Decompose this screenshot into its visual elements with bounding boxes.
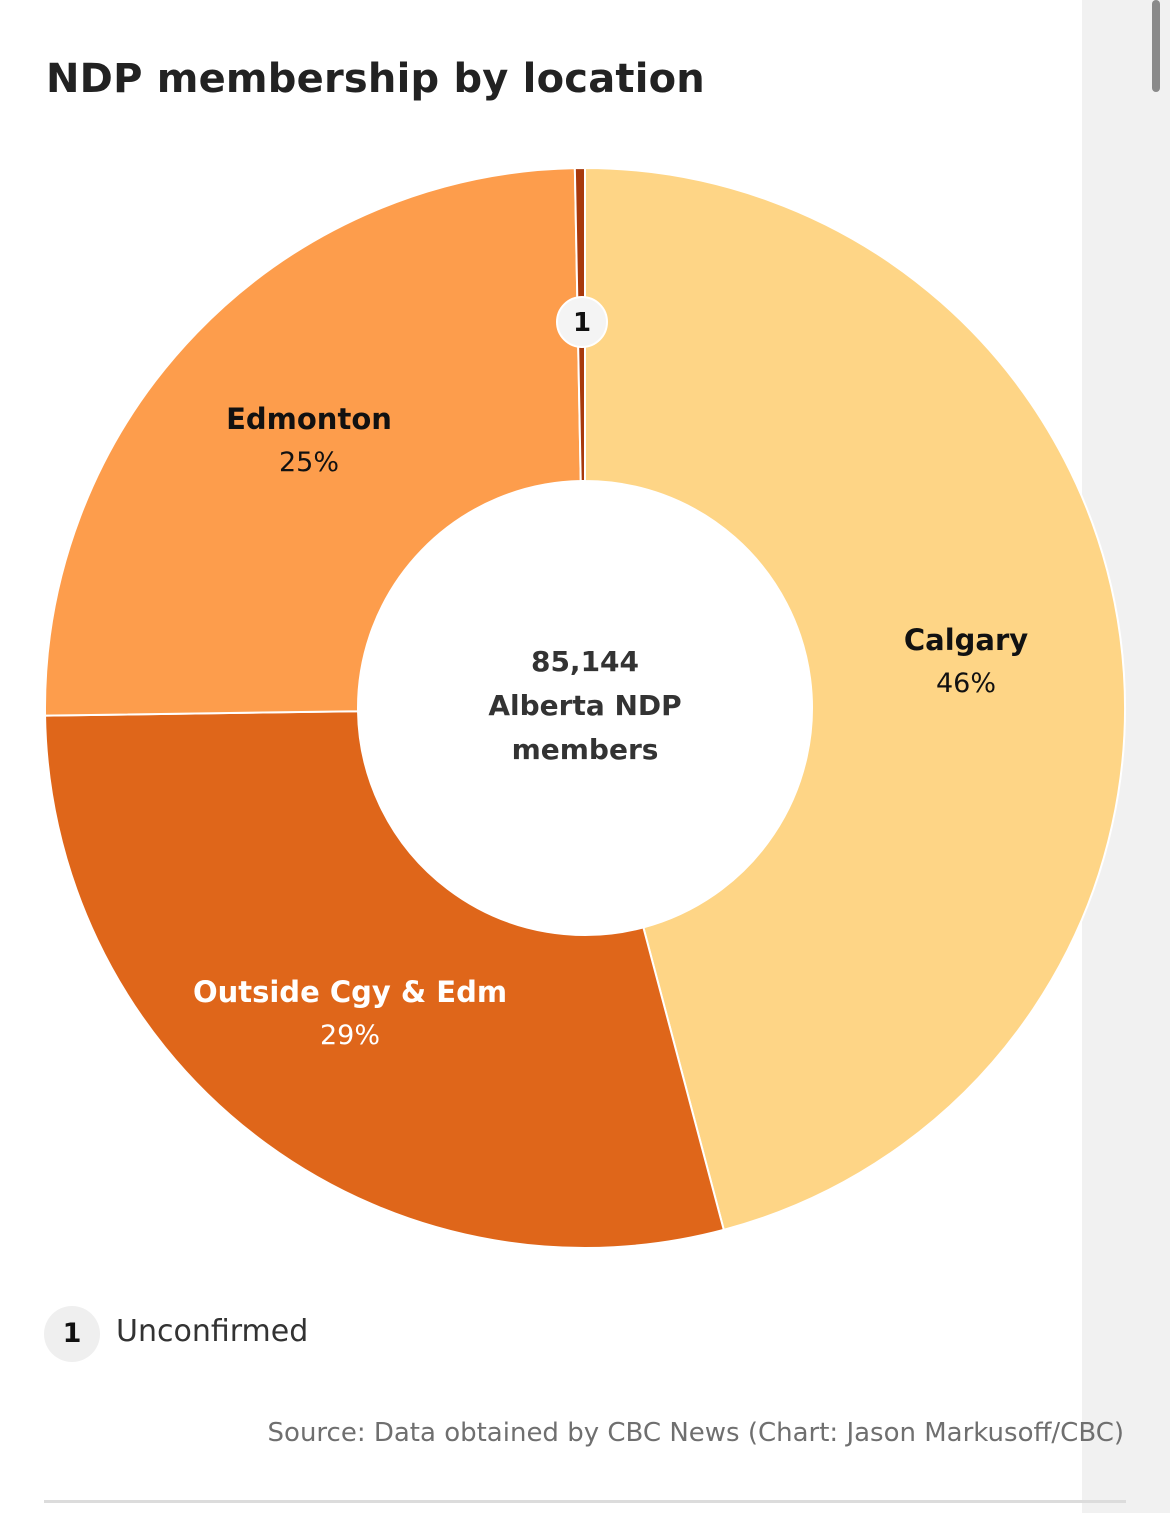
slice-percent-edmonton: 25% (278, 447, 340, 478)
slice-label-outside: Outside Cgy & Edm 29% (193, 970, 507, 1058)
donut-slice-calgary[interactable] (584, 166, 1126, 1232)
donut-slice-outside-cgy-edm[interactable] (44, 710, 726, 1249)
scrollbar-thumb[interactable] (1152, 0, 1160, 92)
center-total-value: 85,144 (530, 645, 640, 678)
center-total-label: 85,144 Alberta NDP members (488, 640, 681, 772)
slice-name-outside: Outside Cgy & Edm (192, 975, 508, 1009)
chart-title: NDP membership by location (46, 56, 705, 102)
slice-label-calgary: Calgary 46% (904, 618, 1028, 706)
legend-footnote-text: Unconfirmed (116, 1314, 309, 1349)
center-total-line3: members (511, 733, 659, 766)
slice-label-edmonton: Edmonton 25% (226, 397, 392, 485)
divider-line (44, 1500, 1126, 1503)
slice-percent-outside: 29% (319, 1020, 381, 1051)
slice-name-calgary: Calgary (903, 623, 1029, 657)
footnote-marker-unconfirmed[interactable]: 1 (556, 296, 608, 348)
donut-slice-edmonton[interactable] (44, 167, 582, 717)
source-credit: Source: Data obtained by CBC News (Chart… (267, 1418, 1124, 1448)
legend-footnote-marker: 1 (44, 1306, 100, 1362)
center-total-line2: Alberta NDP (488, 689, 682, 722)
slice-name-edmonton: Edmonton (226, 402, 392, 436)
slice-percent-calgary: 46% (935, 668, 997, 699)
